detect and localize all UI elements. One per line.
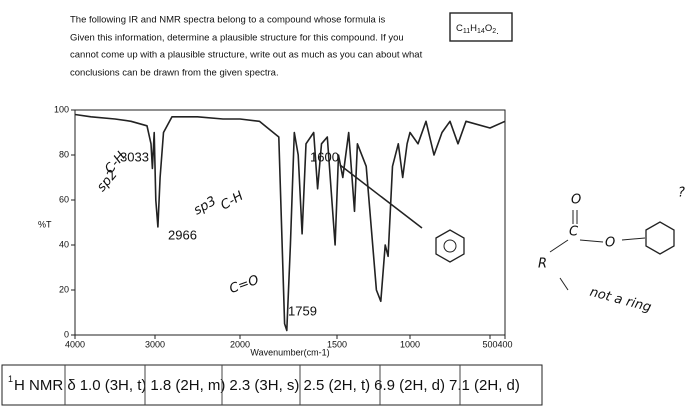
y-tick-label: 80 xyxy=(59,149,69,159)
formula-subscript: 11 xyxy=(463,28,470,35)
formula-subscript: 14 xyxy=(477,28,485,35)
y-tick-label: 100 xyxy=(54,104,69,114)
spectrum-line xyxy=(74,113,506,332)
x-tick-label: 400 xyxy=(497,339,512,349)
question-line: The following IR and NMR spectra belong … xyxy=(70,15,385,26)
bond xyxy=(549,239,569,253)
nmr-peak: 7.1 (2H, d) xyxy=(449,377,520,394)
formula-box xyxy=(449,12,513,42)
y-tick-label: 20 xyxy=(59,284,69,294)
nmr-box xyxy=(1,364,543,406)
benzene-ring xyxy=(443,239,457,253)
arrow-line xyxy=(339,164,423,229)
question-line: cannot come up with a plausible structur… xyxy=(70,50,423,61)
x-axis-label: Wavenumber(cm-1) xyxy=(250,347,329,357)
handwritten-note: O xyxy=(605,236,615,251)
arrow xyxy=(559,277,569,291)
nmr-peak: 1.8 (2H, m) xyxy=(150,377,225,394)
x-tick-label: 4000 xyxy=(65,339,85,349)
y-tick-label: 60 xyxy=(59,194,69,204)
nmr-superscript: 1 xyxy=(8,374,13,384)
formula: C11H14O2. xyxy=(456,23,499,37)
formula-end: . xyxy=(496,26,499,37)
formula-element: O xyxy=(485,23,492,34)
nmr-peak: 1.0 (3H, t) xyxy=(80,377,147,394)
phenyl-sketch xyxy=(645,221,675,255)
handwritten-note: C xyxy=(569,225,579,240)
y-axis-label: %T xyxy=(38,219,52,229)
peak-annotation: 1759 xyxy=(288,303,317,318)
nmr-text: 1H NMR δ 1.0 (3H, t) 1.8 (2H, m) 2.3 (3H, s… xyxy=(8,374,520,394)
plot-frame xyxy=(74,109,506,336)
peak-annotation: 1600 xyxy=(310,149,339,164)
y-tick-label: 40 xyxy=(59,239,69,249)
peak-annotation: 3033 xyxy=(120,149,149,164)
handwritten-note: R xyxy=(538,257,547,272)
x-tick-label: 1000 xyxy=(400,339,420,349)
benzene-sketch xyxy=(435,229,465,263)
handwritten-note: O xyxy=(571,193,581,208)
formula-subscript: 2 xyxy=(492,28,496,35)
bond xyxy=(579,239,604,243)
question-line: conclusions can be drawn from the given … xyxy=(70,68,279,79)
question-line: Given this information, determine a plau… xyxy=(70,33,404,44)
x-tick-label: 3000 xyxy=(145,339,165,349)
nmr-peak: 2.3 (3H, s) xyxy=(229,377,299,394)
x-tick-label: 500 xyxy=(482,339,497,349)
y-tick-label: 0 xyxy=(64,329,69,339)
handwritten-note: ? xyxy=(678,186,685,201)
formula-element: C xyxy=(456,23,463,34)
nmr-peak: 2.5 (2H, t) xyxy=(303,377,370,394)
x-tick-label: 1500 xyxy=(327,339,347,349)
nmr-peak: 6.9 (2H, d) xyxy=(374,377,445,394)
nmr-label: H NMR δ xyxy=(14,377,76,394)
formula-element: H xyxy=(470,23,477,34)
bond xyxy=(621,237,646,241)
x-tick-label: 2000 xyxy=(230,339,250,349)
peak-annotation: 2966 xyxy=(168,227,197,242)
